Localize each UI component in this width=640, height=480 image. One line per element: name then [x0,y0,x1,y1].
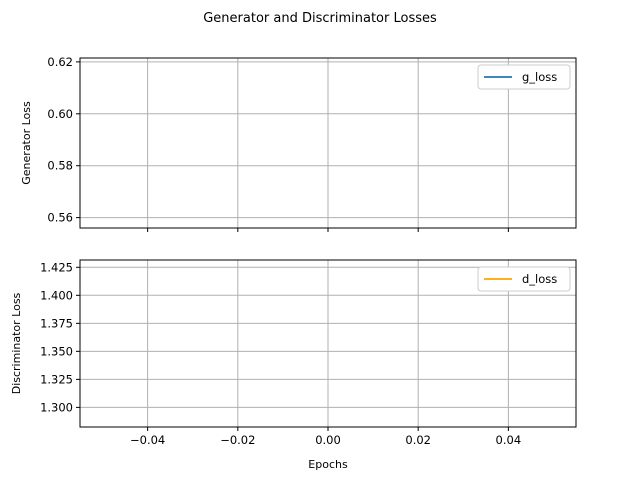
y-tick-label: 1.325 [40,372,73,386]
y-tick-label: 1.350 [40,344,73,358]
subplot-1: 0.56 0.58 0.60 0.62 Generator Loss g_loss [20,55,577,232]
x-tick-label: 0.04 [496,433,522,447]
y-tick-label: 0.62 [47,55,73,69]
y-axis-label: Generator Loss [20,101,33,185]
y-tick-label: 0.56 [47,211,73,225]
subplot-2: −0.04 −0.02 0.00 0.02 0.04 1.300 1.325 1.350 1.3… [10,259,577,447]
subplots: 0.56 0.58 0.60 0.62 Generator Loss g_loss −0.0… [10,55,577,447]
y-axis-label: Discriminator Loss [10,292,23,394]
y-tick-label: 0.60 [47,107,73,121]
y-tick-label: 0.58 [47,159,73,173]
x-tick-label: −0.02 [220,433,255,447]
legend-entry: g_loss [522,70,557,84]
x-axis-label: Epochs [308,458,348,471]
x-tick-label: 0.00 [315,433,341,447]
axes-frame [79,57,577,229]
axes-frame [79,259,577,428]
y-tick-label: 1.400 [40,288,73,302]
legend-box [477,64,571,90]
legend: g_loss [477,64,571,90]
chart-title: Generator and Discriminator Losses [203,11,437,26]
legend-entry: d_loss [522,272,557,286]
x-tick-label: 0.02 [405,433,431,447]
x-tick-label: −0.04 [130,433,165,447]
y-tick-label: 1.425 [40,260,73,274]
legend: d_loss [477,266,571,292]
y-tick-label: 1.375 [40,316,73,330]
y-tick-label: 1.300 [40,400,73,414]
legend-box [477,266,571,292]
